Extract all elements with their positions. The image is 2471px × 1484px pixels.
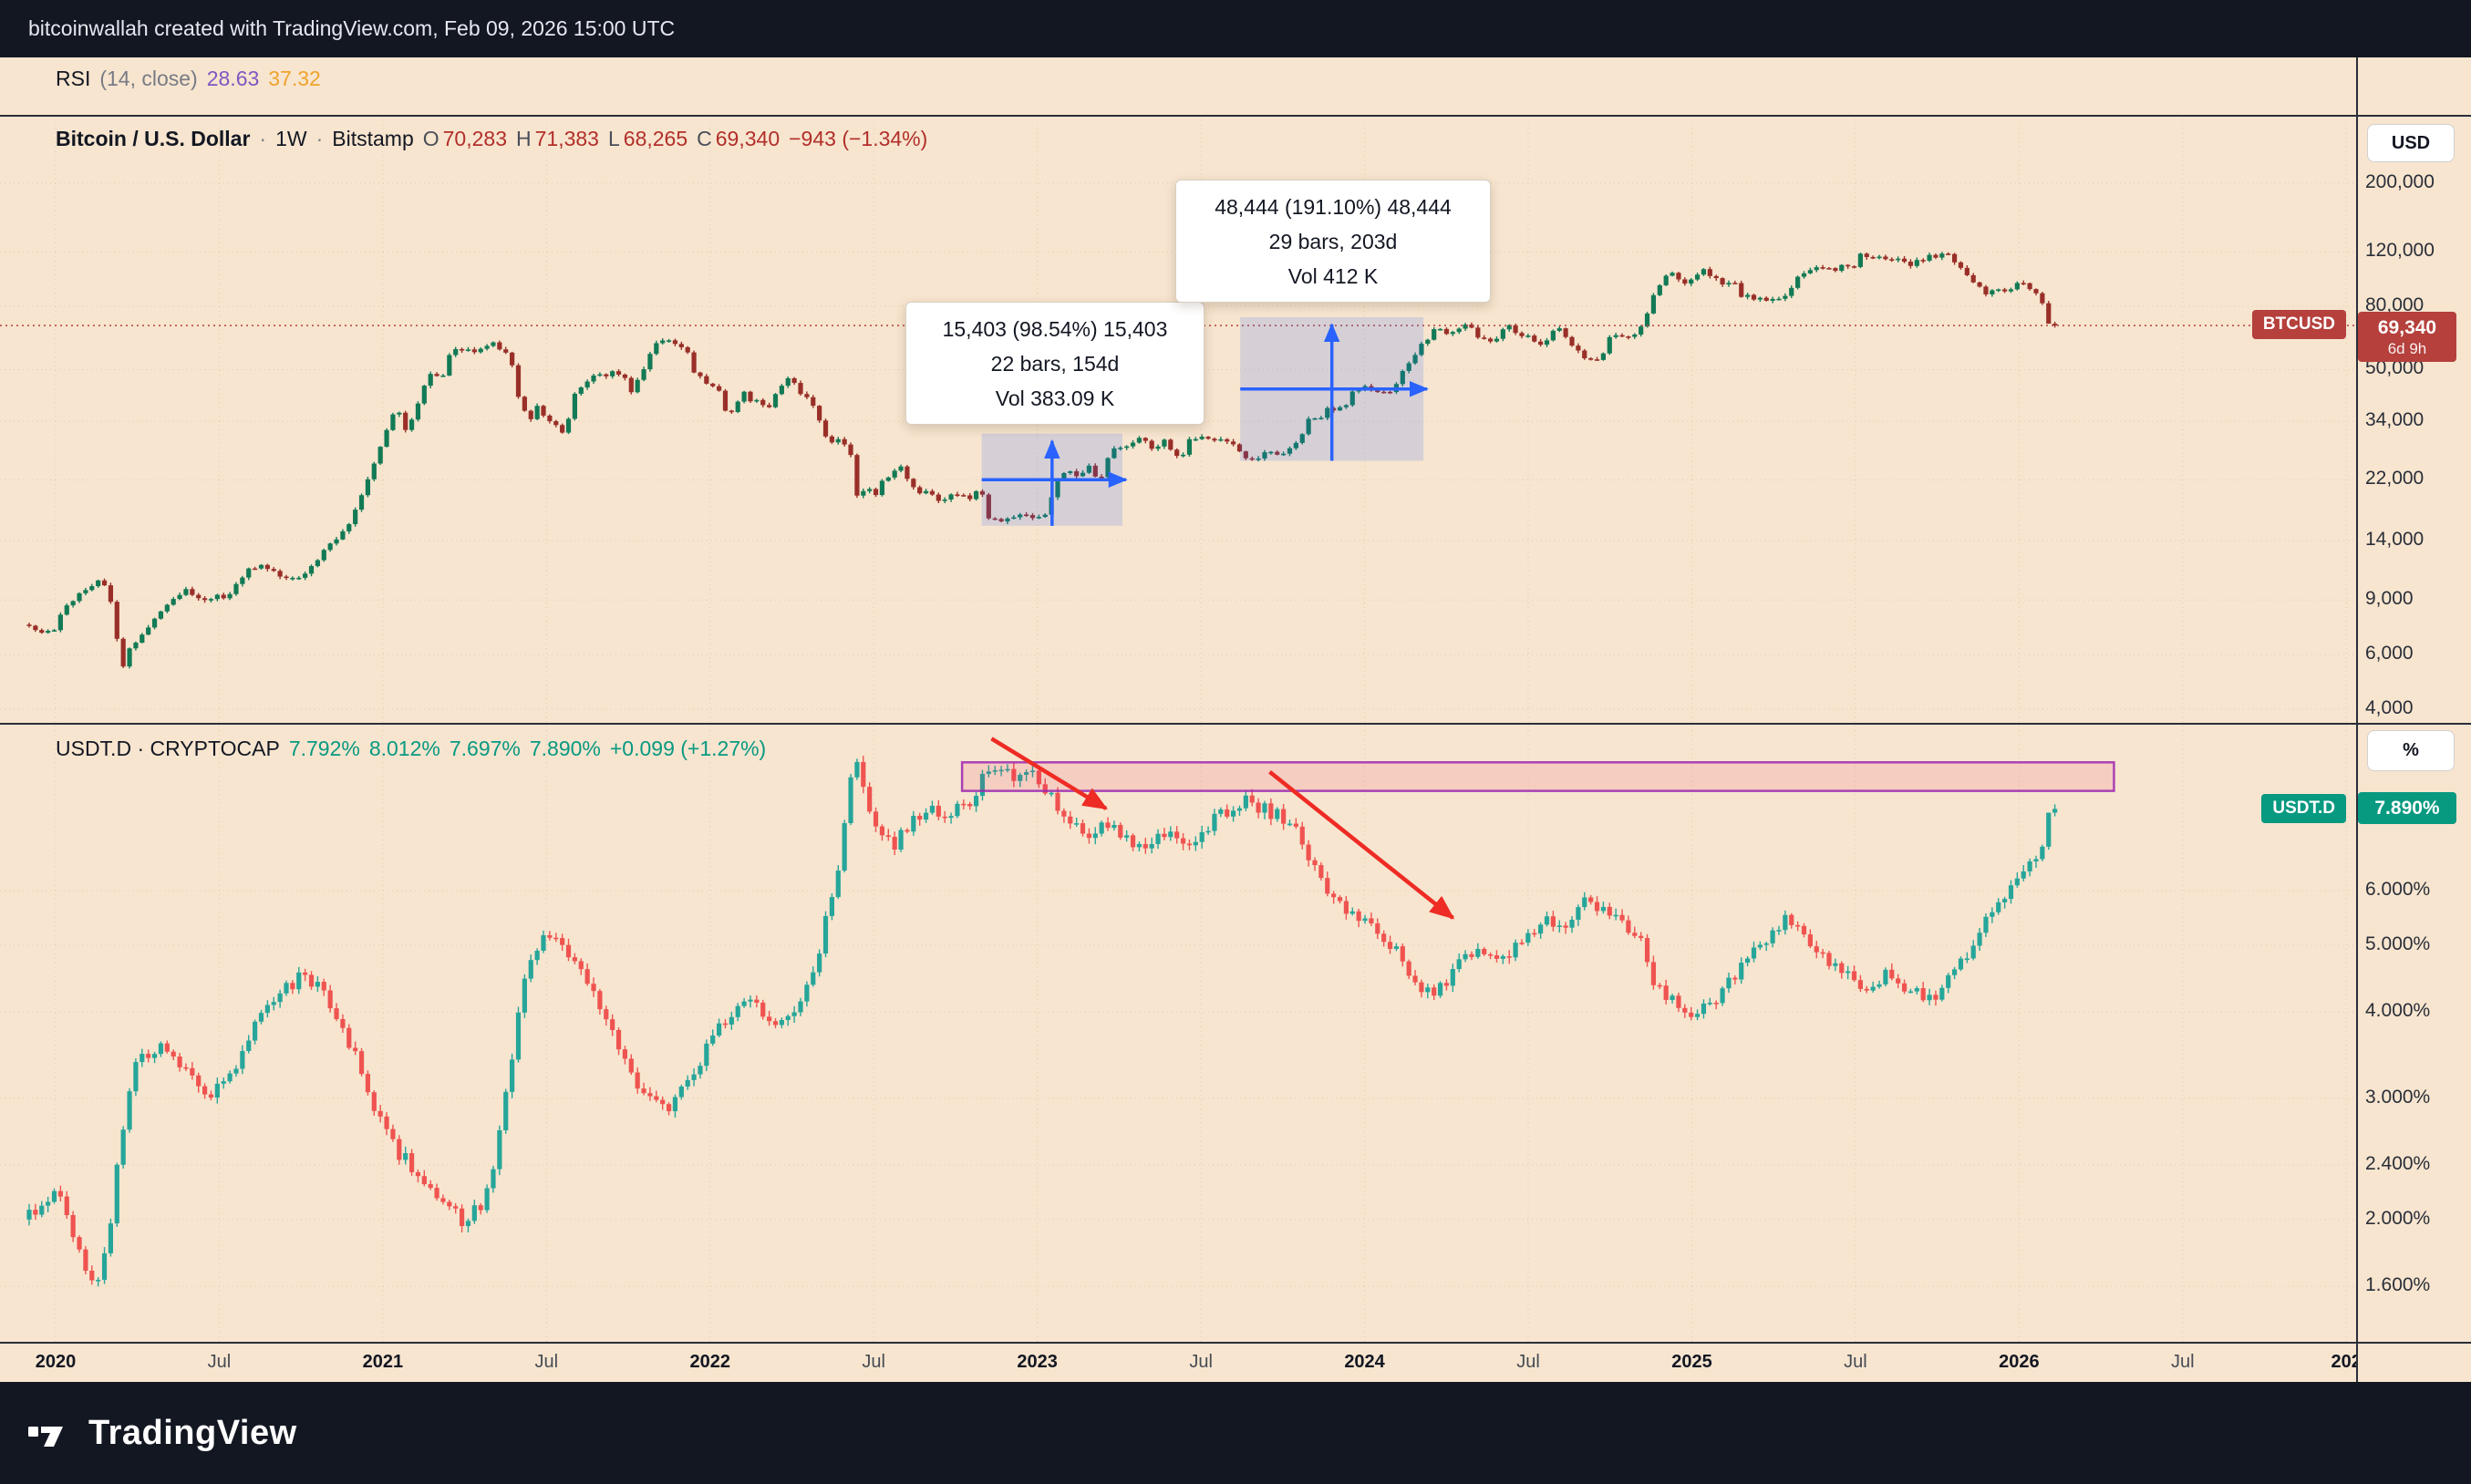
time-tick: 2026 [1999, 1352, 2040, 1372]
btc-symbol-label: BTCUSD [2251, 310, 2346, 340]
time-tick: Jul [1844, 1352, 1867, 1372]
rsi-value-ma: 37.32 [268, 67, 321, 90]
measure-2-volume: Vol 412 K [1287, 264, 1379, 288]
sub-symbol-legend[interactable]: USDT.D · CRYPTOCAP 7.792% 8.012% 7.697% … [56, 737, 766, 761]
currency-unit-button[interactable]: USD [2367, 124, 2455, 162]
symbol-title[interactable]: Bitcoin / U.S. Dollar [56, 127, 251, 150]
time-tick: 2022 [689, 1352, 731, 1372]
legend-separator: · [315, 127, 324, 150]
close-label: C [697, 127, 712, 150]
pane-separator-rsi-main[interactable] [0, 115, 2471, 117]
price-tick: 50,000 [2365, 357, 2424, 379]
grid [0, 115, 2356, 1342]
watermark-text: bitcoinwallah created with TradingView.c… [28, 16, 676, 40]
time-tick: Jul [534, 1352, 559, 1372]
time-axis-separator [0, 1342, 2471, 1344]
btc-price-badge: 69,340 6d 9h [2358, 312, 2456, 363]
high-label: H [516, 127, 532, 150]
time-tick: Jul [1516, 1352, 1540, 1372]
usdt-symbol-label: USDT.D [2261, 794, 2346, 824]
sub-symbol-title[interactable]: USDT.D · CRYPTOCAP [56, 737, 280, 760]
rsi-value-main: 28.63 [206, 67, 260, 90]
sub-close-value: 7.890% [529, 737, 601, 760]
usdt-last-price: 7.890% [2374, 798, 2440, 819]
time-tick: 2025 [1671, 1352, 1712, 1372]
tradingview-logo-icon[interactable] [28, 1417, 72, 1448]
measure-2-bars: 29 bars, 203d [1268, 230, 1398, 253]
high-value: 71,383 [534, 127, 599, 150]
measure-1-volume: Vol 383.09 K [995, 386, 1115, 410]
price-tick: 6,000 [2365, 643, 2414, 665]
price-tick: 2.400% [2365, 1153, 2431, 1175]
time-axis[interactable]: 2020 Jul 2021 Jul 2022 Jul 2023 Jul 2024 Jul 2025 J… [0, 1342, 2356, 1382]
main-symbol-legend[interactable]: Bitcoin / U.S. Dollar · 1W · Bitstamp O … [56, 127, 927, 151]
legend-separator: · [259, 127, 267, 150]
resistance-box[interactable] [960, 761, 2115, 792]
price-tick: 120,000 [2365, 240, 2435, 262]
footer: TradingView [0, 1382, 2471, 1484]
price-tick: 4,000 [2365, 696, 2414, 718]
time-tick: Jul [207, 1352, 232, 1372]
candles-btc [26, 252, 2058, 669]
time-tick: 202 [2331, 1352, 2356, 1372]
close-value: 69,340 [715, 127, 781, 150]
open-label: O [422, 127, 439, 150]
trend-arrow-1[interactable] [990, 737, 1108, 810]
trend-arrow-2[interactable] [1268, 770, 1455, 920]
pane-separator-main-sub[interactable] [0, 723, 2471, 725]
price-tick: 6.000% [2365, 879, 2431, 901]
change-value: −943 (−1.34%) [789, 127, 928, 150]
measure-tool-2[interactable] [1240, 316, 1429, 461]
price-tick: 80,000 [2365, 294, 2424, 316]
measure-tooltip-1: 15,403 (98.54%) 15,403 22 bars, 154d Vol… [905, 302, 1204, 425]
rsi-legend[interactable]: RSI (14, close) 28.63 37.32 [56, 67, 321, 91]
usdt-price-badge: 7.890% [2358, 792, 2456, 825]
price-tick: 4.000% [2365, 1000, 2431, 1022]
sub-high-value: 8.012% [368, 737, 440, 760]
measure-1-price: 15,403 (98.54%) 15,403 [942, 317, 1168, 341]
measure-tool-1[interactable] [981, 433, 1128, 526]
rsi-title[interactable]: RSI [56, 67, 91, 90]
time-tick: 2020 [35, 1352, 77, 1372]
sub-change-value: +0.099 (+1.27%) [609, 737, 767, 760]
symbol-interval[interactable]: 1W [275, 127, 307, 150]
time-tick: Jul [1189, 1352, 1213, 1372]
time-tick: Jul [862, 1352, 886, 1372]
price-tick: 9,000 [2365, 588, 2414, 610]
price-tick: 14,000 [2365, 529, 2424, 551]
symbol-exchange: Bitstamp [332, 127, 414, 150]
time-tick: 2023 [1017, 1352, 1058, 1372]
tradingview-wordmark[interactable]: TradingView [88, 1413, 297, 1452]
measure-1-bars: 22 bars, 154d [990, 352, 1120, 376]
price-tick: 2.000% [2365, 1207, 2431, 1229]
btc-last-price: 69,340 [2377, 317, 2437, 339]
price-tick: 22,000 [2365, 468, 2424, 490]
low-label: L [607, 127, 620, 150]
chart-region: RSI (14, close) 28.63 37.32 Bitcoin / U.… [0, 57, 2471, 1382]
price-tick: 3.000% [2365, 1086, 2431, 1108]
time-tick: 2024 [1344, 1352, 1385, 1372]
candles-usdt [26, 756, 2058, 1287]
rsi-params: (14, close) [99, 67, 198, 90]
sub-low-value: 7.697% [449, 737, 521, 760]
price-tick: 1.600% [2365, 1274, 2431, 1296]
sub-open-value: 7.792% [288, 737, 360, 760]
watermark-bar: bitcoinwallah created with TradingView.c… [0, 0, 2471, 57]
btc-bar-countdown: 6d 9h [2387, 340, 2427, 358]
time-tick: Jul [2170, 1352, 2195, 1372]
open-value: 70,283 [442, 127, 507, 150]
measure-2-price: 48,444 (191.10%) 48,444 [1215, 195, 1452, 219]
time-tick: 2021 [362, 1352, 404, 1372]
percent-unit-button[interactable]: % [2367, 730, 2455, 771]
price-tick: 34,000 [2365, 409, 2424, 431]
low-value: 68,265 [623, 127, 688, 150]
price-scale-separator [2356, 57, 2358, 1382]
price-tick: 5.000% [2365, 933, 2431, 955]
measure-tooltip-2: 48,444 (191.10%) 48,444 29 bars, 203d Vo… [1175, 180, 1491, 303]
price-tick: 200,000 [2365, 170, 2435, 192]
